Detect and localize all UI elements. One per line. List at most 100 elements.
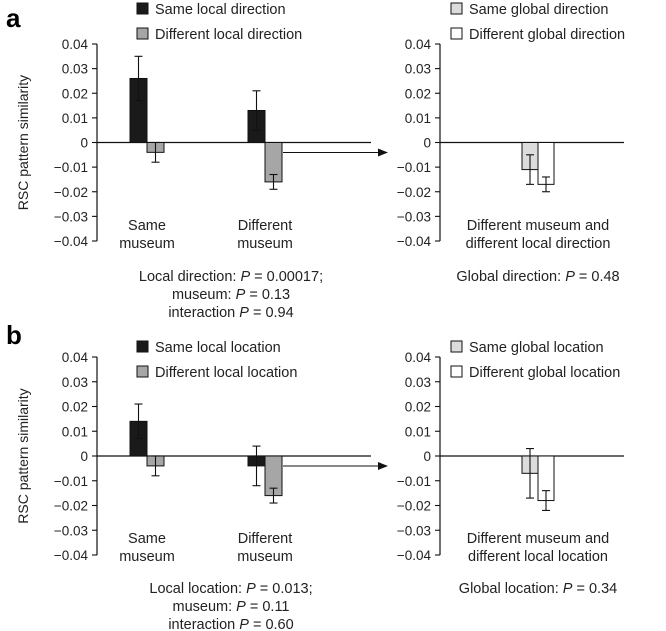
y-tick-label: −0.02 — [54, 499, 88, 514]
legend-swatch — [450, 365, 463, 378]
y-tick-label: −0.03 — [54, 209, 88, 224]
stats-fragment: = 0.013; — [256, 581, 313, 597]
y-tick-label: 0.02 — [62, 86, 88, 101]
stats-fragment: = 0.48 — [575, 269, 620, 285]
y-tick-label: 0 — [80, 449, 88, 464]
stats-fragment: Global direction: — [456, 269, 565, 285]
stats-fragment: P — [236, 287, 246, 303]
panel-label-b: b — [6, 320, 22, 350]
legend-swatch — [136, 365, 149, 378]
y-tick-label: 0 — [423, 449, 431, 464]
chart-panel-b: 0.04 0.03 0.02 0.01 0 −0.01 −0.02 −0.03 −0.04 RSC… — [15, 340, 388, 631]
y-tick-label: 0.02 — [62, 400, 88, 415]
stats-fragment: P — [239, 617, 249, 631]
y-tick-label: −0.02 — [397, 185, 431, 200]
y-tick-label: 0.03 — [405, 375, 431, 390]
stats-fragment: = 0.60 — [249, 617, 294, 631]
y-tick-label: 0.02 — [405, 400, 431, 415]
y-tick-label: −0.03 — [397, 209, 431, 224]
stats-fragment: Global location: — [459, 581, 563, 597]
y-axis-title: RSC pattern similarity — [15, 75, 31, 210]
legend-label: Same local direction — [155, 2, 286, 18]
stats-line: interaction P = 0.94 — [168, 305, 293, 321]
category-label: museum — [119, 549, 175, 565]
stats-fragment: P — [565, 269, 575, 285]
stats-line: interaction P = 0.60 — [168, 617, 293, 631]
legend-swatch — [136, 2, 149, 15]
category-label: museum — [237, 549, 293, 565]
stats-fragment: = 0.34 — [572, 581, 617, 597]
stats-fragment: = 0.11 — [246, 599, 290, 615]
chart-panel-a-global: 0.04 0.03 0.02 0.01 0 −0.01 −0.02 −0.03 −0.04 Sam… — [397, 2, 625, 285]
y-tick-label: 0.02 — [405, 86, 431, 101]
y-tick-label: −0.04 — [54, 234, 89, 249]
y-tick-label: 0.01 — [62, 111, 88, 126]
stats-fragment: interaction — [168, 305, 239, 321]
stats-line: museum: P = 0.11 — [172, 599, 289, 615]
category-label: museum — [119, 236, 175, 252]
stats-fragment: Local location: — [149, 581, 246, 597]
category-label: Different — [238, 531, 293, 547]
stats-fragment: = 0.13 — [245, 287, 290, 303]
y-tick-label: 0.04 — [405, 37, 432, 52]
legend-swatch — [450, 27, 463, 40]
y-tick-label: −0.02 — [397, 499, 431, 514]
stats-line: Global location: P = 0.34 — [459, 581, 617, 597]
chart-panel-a: 0.04 0.03 0.02 0.01 0 −0.01 −0.02 −0.03 −0.04 RSC… — [15, 2, 388, 321]
category-label: Different — [238, 218, 293, 234]
legend-label: Different local location — [155, 365, 297, 381]
y-tick-label: 0.04 — [62, 350, 89, 365]
stats-fragment: P — [236, 599, 246, 615]
category-label: museum — [237, 236, 293, 252]
stats-fragment: P — [240, 269, 250, 285]
y-tick-label: 0.01 — [405, 111, 431, 126]
legend-swatch — [136, 27, 149, 40]
stats-line: Local direction: P = 0.00017; — [139, 269, 323, 285]
stats-line: museum: P = 0.13 — [172, 287, 290, 303]
y-tick-label: −0.01 — [397, 474, 431, 489]
y-tick-label: 0.01 — [405, 424, 431, 439]
stats-fragment: P — [246, 581, 256, 597]
category-label: different local location — [468, 549, 608, 565]
y-tick-label: −0.01 — [54, 160, 88, 175]
y-tick-label: −0.01 — [397, 160, 431, 175]
y-tick-label: 0.04 — [62, 37, 89, 52]
y-tick-label: 0.04 — [405, 350, 432, 365]
arrow-head — [378, 148, 388, 157]
stats-fragment: Local direction: — [139, 269, 241, 285]
legend-label: Different local direction — [155, 27, 302, 43]
stats-fragment: P — [239, 305, 249, 321]
y-tick-label: −0.04 — [397, 548, 432, 563]
category-label: Different museum and — [467, 531, 609, 547]
y-tick-label: 0 — [423, 136, 431, 151]
y-tick-label: −0.04 — [54, 548, 89, 563]
legend-label: Different global location — [469, 365, 620, 381]
legend-label: Same local location — [155, 340, 281, 356]
category-label: different local direction — [466, 236, 611, 252]
stats-fragment: = 0.00017; — [250, 269, 323, 285]
legend-label: Same global direction — [469, 2, 608, 18]
category-label: Same — [128, 218, 166, 234]
stats-fragment: = 0.94 — [249, 305, 294, 321]
y-tick-label: −0.02 — [54, 185, 88, 200]
y-tick-label: 0.01 — [62, 424, 88, 439]
y-tick-label: −0.01 — [54, 474, 88, 489]
charts-layer: 0.04 0.03 0.02 0.01 0 −0.01 −0.02 −0.03 −0.04 RSC… — [15, 2, 625, 631]
y-tick-label: −0.03 — [397, 523, 431, 538]
category-label: Same — [128, 531, 166, 547]
stats-fragment: museum: — [172, 287, 236, 303]
panel-label-a: a — [6, 3, 21, 33]
legend-swatch — [450, 340, 463, 353]
category-label: Different museum and — [467, 218, 609, 234]
stats-line: Local location: P = 0.013; — [149, 581, 312, 597]
y-axis-title: RSC pattern similarity — [15, 388, 31, 523]
legend-label: Same global location — [469, 340, 604, 356]
stats-line: Global direction: P = 0.48 — [456, 269, 619, 285]
y-tick-label: 0.03 — [405, 62, 431, 77]
legend-swatch — [450, 2, 463, 15]
y-tick-label: 0.03 — [62, 62, 88, 77]
y-tick-label: −0.04 — [397, 234, 432, 249]
legend-swatch — [136, 340, 149, 353]
y-tick-label: 0.03 — [62, 375, 88, 390]
